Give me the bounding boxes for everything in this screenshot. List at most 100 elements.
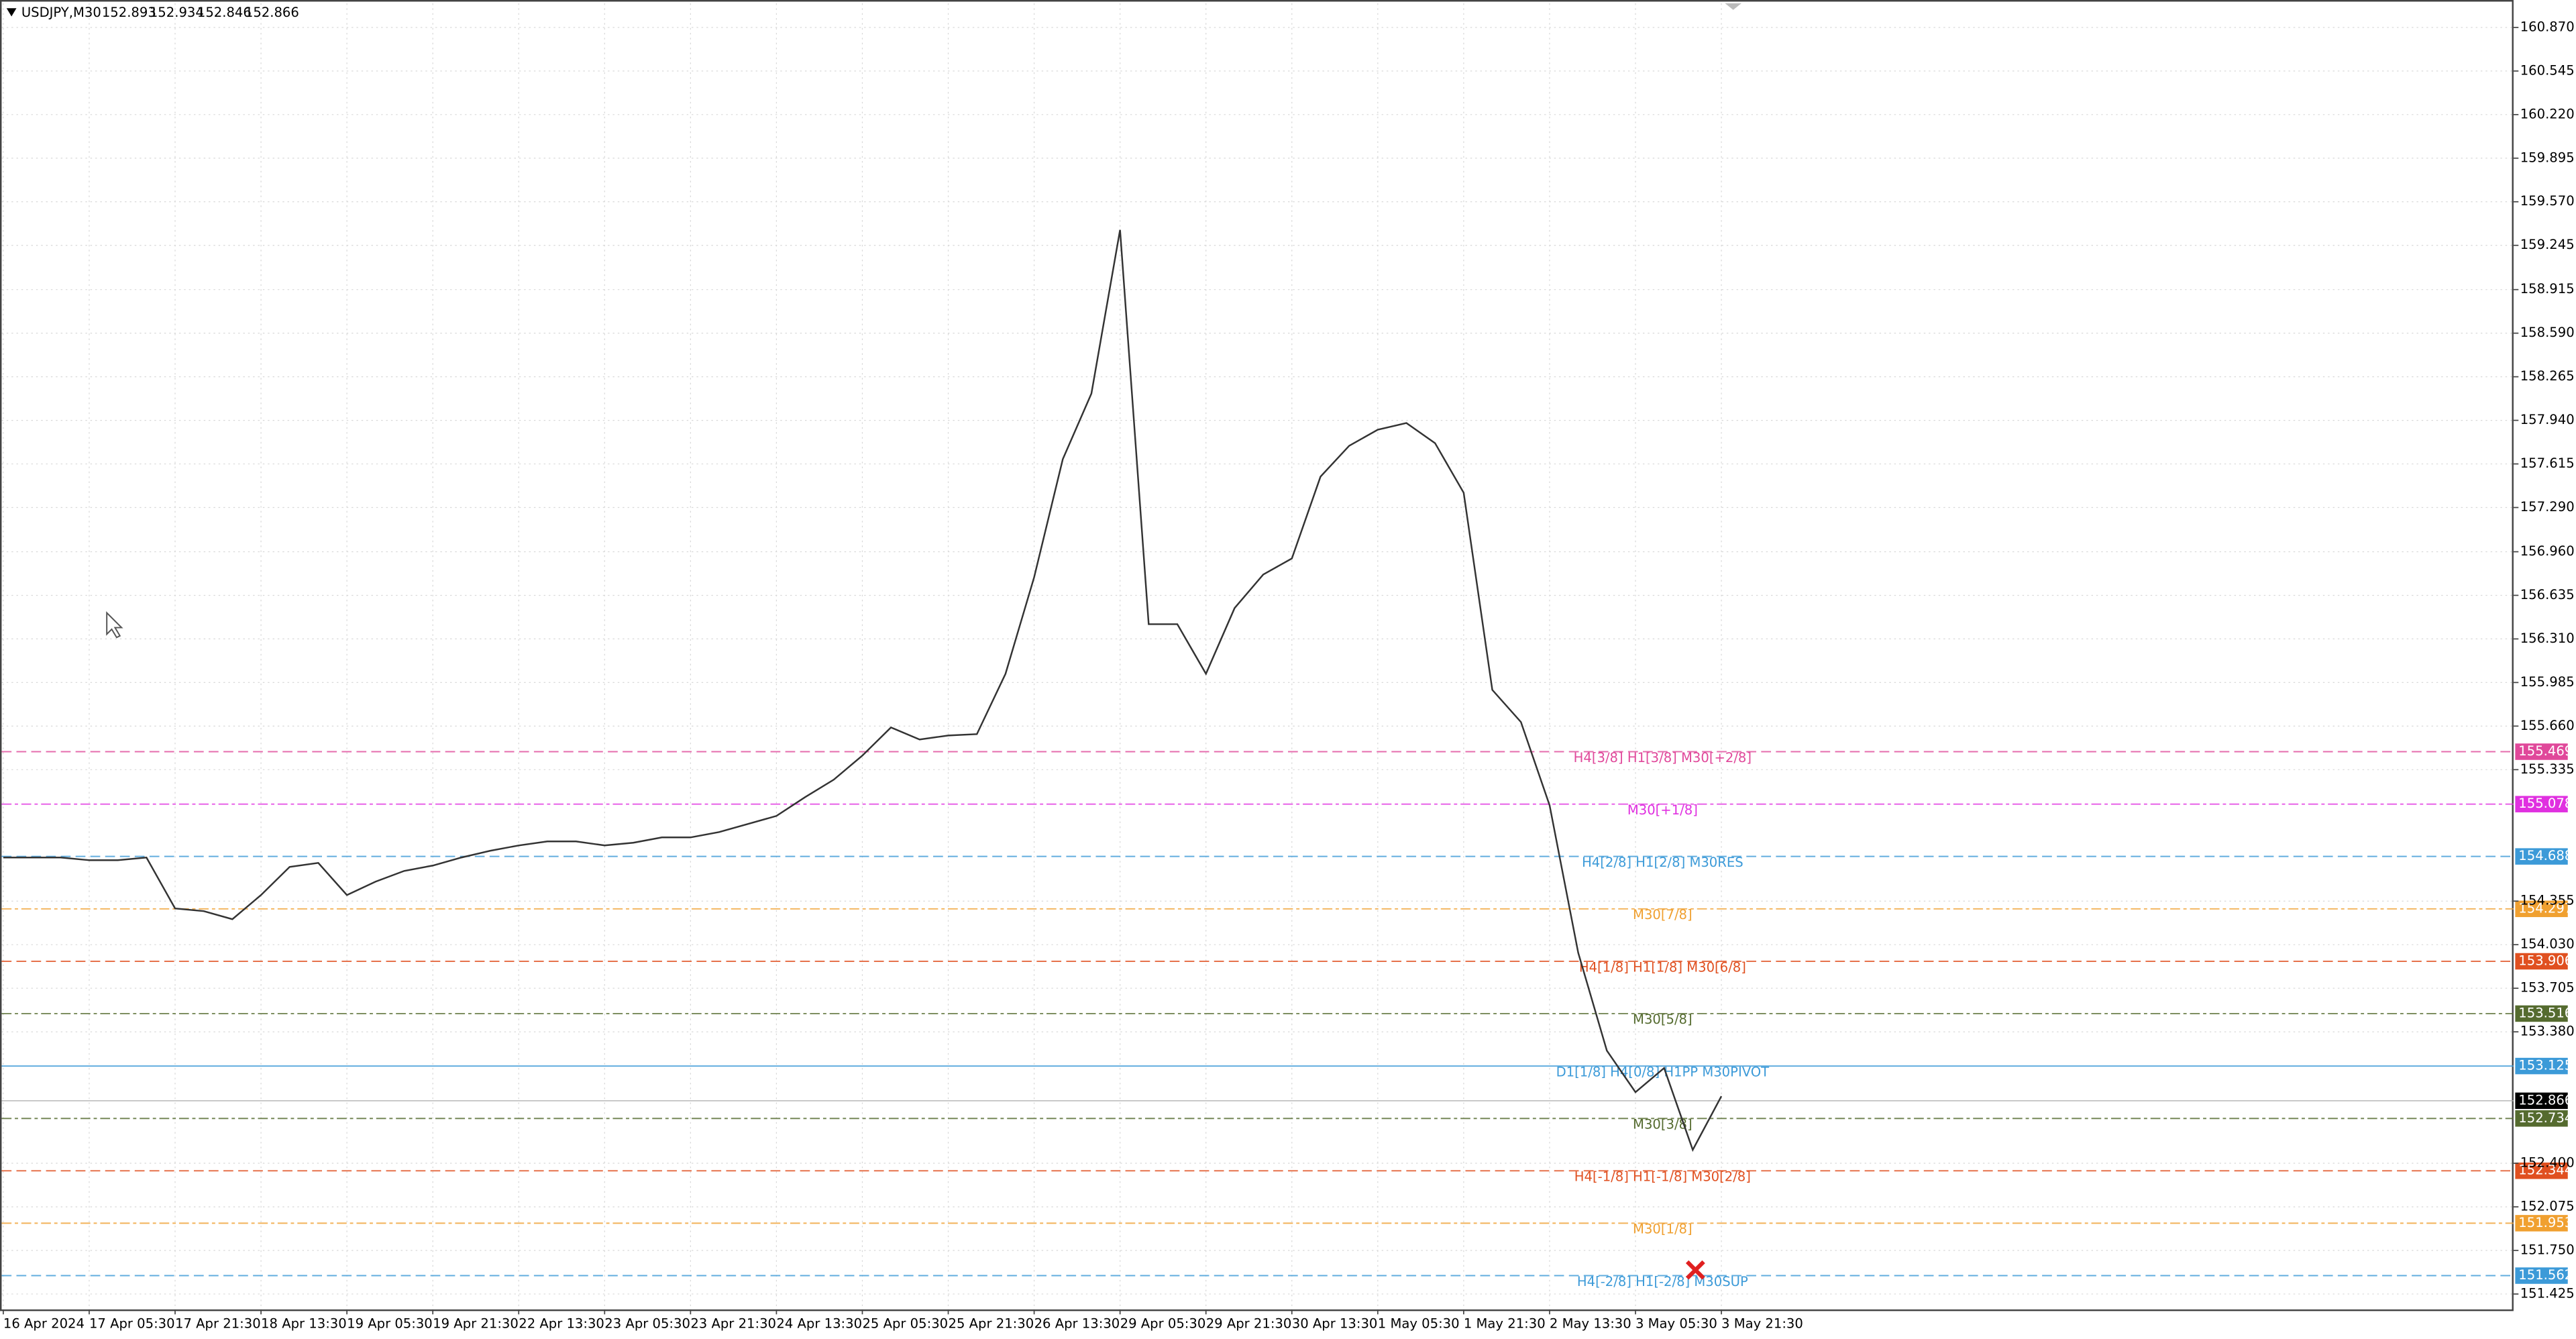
- ohlc-value: 152.846: [197, 5, 252, 20]
- level-price: 154.297: [2518, 900, 2573, 916]
- axes: 160.870 160.545 160.220 159.895 159.570 159.2…: [3, 19, 2575, 1331]
- x-tick-label: 19 Apr 05:30: [347, 1316, 433, 1331]
- y-tick-label: 159.245: [2520, 237, 2575, 252]
- level-price-box: [2515, 848, 2568, 865]
- x-tick-label: 24 Apr 13:30: [776, 1316, 862, 1331]
- level-price: 155.469: [2518, 743, 2573, 759]
- level-price: 151.953: [2518, 1215, 2573, 1230]
- y-tick-label: 153.705: [2520, 980, 2575, 996]
- level-price: 152.344: [2518, 1163, 2573, 1178]
- ohlc-value: 152.893: [102, 5, 156, 20]
- y-tick-label: 151.425: [2520, 1285, 2575, 1301]
- x-tick-label: 1 May 21:30: [1464, 1316, 1546, 1331]
- level-label: M30[+1/8]: [1627, 802, 1698, 818]
- mouse-cursor: [106, 611, 123, 639]
- price-line: [3, 229, 1723, 1153]
- level-label: H4[1/8] H1[1/8] M30[6/8]: [1579, 959, 1746, 975]
- x-tick-label: 22 Apr 13:30: [519, 1316, 604, 1331]
- x-tick-label: 25 Apr 05:30: [862, 1316, 948, 1331]
- price: [3, 229, 1723, 1153]
- y-tick-label: 152.075: [2520, 1198, 2575, 1214]
- levels: H4[3/8] H1[3/8] M30[+2/8] 155.469 M30[+1/8…: [1, 743, 2573, 1289]
- level-label: M30[3/8]: [1633, 1117, 1693, 1132]
- level-price: 151.562: [2518, 1267, 2573, 1283]
- y-tick-label: 160.870: [2520, 19, 2575, 34]
- level-price-box: [2515, 1005, 2568, 1022]
- x-tick-label: 17 Apr 21:30: [175, 1316, 261, 1331]
- x-tick-label: 2 May 13:30: [1550, 1316, 1631, 1331]
- level-label: D1[1/8] H4[0/8] H1PP M30PIVOT: [1556, 1064, 1770, 1079]
- level-price: 154.688: [2518, 848, 2573, 863]
- plot-frame: [0, 0, 2514, 1311]
- y-tick-label: 155.985: [2520, 674, 2575, 690]
- scroll-marker: [1725, 3, 1741, 10]
- y-tick-label: 157.290: [2520, 499, 2575, 515]
- level-price-box: [2515, 953, 2568, 970]
- x-tick-label: 19 Apr 21:30: [433, 1316, 519, 1331]
- level-label: H4[-2/8] H1[-2/8] M30SUP: [1577, 1274, 1748, 1289]
- x-tick-label: 23 Apr 21:30: [690, 1316, 776, 1331]
- level-price-box: [2515, 1267, 2568, 1284]
- x-tick-label: 23 Apr 05:30: [604, 1316, 690, 1331]
- x-tick-label: 3 May 05:30: [1635, 1316, 1717, 1331]
- level-label: H4[3/8] H1[3/8] M30[+2/8]: [1574, 750, 1752, 765]
- x-tick-label: 17 Apr 05:30: [89, 1316, 175, 1331]
- y-tick-label: 158.915: [2520, 281, 2575, 297]
- y-tick-label: 156.960: [2520, 543, 2575, 559]
- close-marker: [1685, 1260, 1705, 1280]
- level-price-box: [2515, 796, 2568, 812]
- y-tick-label: 160.220: [2520, 106, 2575, 121]
- level-price: 153.516: [2518, 1005, 2573, 1020]
- level-label: H4[2/8] H1[2/8] M30RES: [1582, 855, 1743, 870]
- y-tick-label: 156.310: [2520, 631, 2575, 646]
- y-tick-label: 156.635: [2520, 587, 2575, 602]
- level-price: 152.734: [2518, 1110, 2573, 1126]
- current-price: 152.866: [2518, 1092, 2573, 1108]
- y-tick-label: 159.570: [2520, 193, 2575, 209]
- level-price-box: [2515, 900, 2568, 918]
- y-tick-label: 158.265: [2520, 368, 2575, 384]
- level-price: 153.125: [2518, 1058, 2573, 1073]
- level-label: H4[-1/8] H1[-1/8] M30[2/8]: [1574, 1169, 1751, 1185]
- y-tick-label: 155.660: [2520, 718, 2575, 733]
- current-price-box: [2515, 1092, 2568, 1110]
- x-tick-label: 18 Apr 13:30: [261, 1316, 347, 1331]
- y-tick-label: 155.335: [2520, 761, 2575, 777]
- level-label: M30[7/8]: [1633, 907, 1693, 922]
- y-tick-label: 157.940: [2520, 412, 2575, 427]
- y-tick-label: 154.355: [2520, 893, 2575, 908]
- x-tick-label: 26 Apr 13:30: [1034, 1316, 1120, 1331]
- y-tick-label: 154.030: [2520, 936, 2575, 952]
- grid: [1, 3, 2514, 1309]
- y-tick-label: 160.545: [2520, 62, 2575, 78]
- level-price-box: [2515, 743, 2568, 760]
- ohlc-value: 152.934: [150, 5, 204, 20]
- ohlc-value: 152.866: [245, 5, 299, 20]
- x-tick-label: 3 May 21:30: [1721, 1316, 1803, 1331]
- x-tick-label: 1 May 05:30: [1378, 1316, 1460, 1331]
- level-price-box: [2515, 1215, 2568, 1232]
- level-price-box: [2515, 1162, 2568, 1179]
- symbol-title: USDJPY,M30: [21, 5, 101, 20]
- x-tick-label: 16 Apr 2024: [3, 1316, 85, 1331]
- level-label: M30[1/8]: [1633, 1222, 1693, 1237]
- y-tick-label: 159.895: [2520, 150, 2575, 165]
- y-tick-label: 153.380: [2520, 1024, 2575, 1039]
- x-tick-label: 25 Apr 21:30: [949, 1316, 1034, 1331]
- level-price-box: [2515, 1057, 2568, 1075]
- y-tick-label: 151.750: [2520, 1242, 2575, 1257]
- x-tick-label: 30 Apr 13:30: [1292, 1316, 1378, 1331]
- y-tick-label: 152.400: [2520, 1155, 2575, 1171]
- x-tick-label: 29 Apr 21:30: [1206, 1316, 1292, 1331]
- menu-arrow: [6, 8, 17, 17]
- level-price-box: [2515, 1110, 2568, 1127]
- level-price: 155.078: [2518, 796, 2573, 811]
- x-tick-label: 29 Apr 05:30: [1120, 1316, 1206, 1331]
- level-label: M30[5/8]: [1633, 1012, 1693, 1027]
- y-tick-label: 158.590: [2520, 325, 2575, 340]
- y-tick-label: 157.615: [2520, 456, 2575, 471]
- level-price: 153.906: [2518, 953, 2573, 968]
